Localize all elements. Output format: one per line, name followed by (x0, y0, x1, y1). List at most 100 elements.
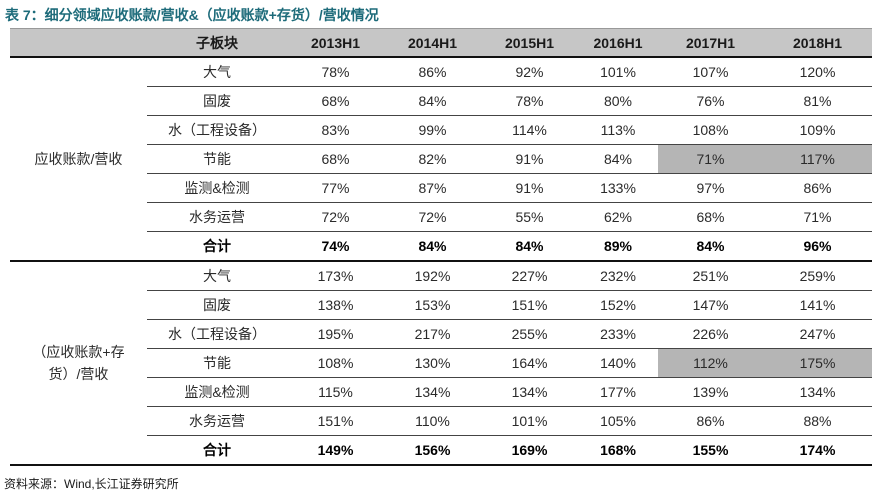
value-cell: 114% (481, 115, 578, 145)
value-cell: 140% (578, 348, 658, 378)
value-cell: 169% (481, 435, 578, 466)
value-cell: 82% (384, 144, 481, 174)
value-cell: 177% (578, 377, 658, 407)
sub-sector-label: 节能 (147, 144, 287, 174)
table-title: 表 7：细分领域应收账款/营收&（应收账款+存货）/营收情况 (5, 7, 379, 23)
value-cell: 217% (384, 319, 481, 349)
value-cell: 152% (578, 290, 658, 320)
sub-sector-label: 水（工程设备） (147, 115, 287, 145)
sub-sector-label: 水务运营 (147, 202, 287, 232)
header-period-2013H1: 2013H1 (287, 28, 384, 58)
value-cell: 84% (384, 231, 481, 262)
value-cell: 255% (481, 319, 578, 349)
value-cell: 153% (384, 290, 481, 320)
header-period-2015H1: 2015H1 (481, 28, 578, 58)
value-cell: 86% (763, 173, 872, 203)
value-cell: 155% (658, 435, 763, 466)
value-cell: 55% (481, 202, 578, 232)
table-row: 应收账款/营收 大气 78% 86% 92% 101% 107% 120% (10, 57, 872, 262)
value-cell: 133% (578, 173, 658, 203)
value-cell: 130% (384, 348, 481, 378)
header-period-2018H1: 2018H1 (763, 28, 872, 58)
value-cell: 62% (578, 202, 658, 232)
header-empty-cell (10, 28, 147, 58)
table-row: 水（工程设备） 195% 217% 255% 233% 226% 247% (10, 319, 872, 349)
header-period-2014H1: 2014H1 (384, 28, 481, 58)
value-cell: 141% (763, 290, 872, 320)
value-cell: 227% (481, 261, 578, 291)
value-cell: 68% (287, 144, 384, 174)
value-cell: 156% (384, 435, 481, 466)
sub-sector-label: 合计 (147, 231, 287, 262)
receivables-revenue-table: 子板块 2013H1 2014H1 2015H1 2016H1 2017H1 2… (10, 28, 872, 466)
value-cell: 99% (384, 115, 481, 145)
table-row: 水务运营 151% 110% 101% 105% 86% 88% (10, 406, 872, 436)
table-row: 节能 108% 130% 164% 140% 112% 175% (10, 348, 872, 378)
value-cell: 68% (287, 86, 384, 116)
value-cell: 74% (287, 231, 384, 262)
value-cell: 175% (763, 348, 872, 378)
value-cell: 108% (287, 348, 384, 378)
value-cell: 134% (384, 377, 481, 407)
header-period-2017H1: 2017H1 (658, 28, 763, 58)
value-cell: 72% (384, 202, 481, 232)
value-cell: 112% (658, 348, 763, 378)
value-cell: 78% (287, 57, 384, 87)
value-cell: 109% (763, 115, 872, 145)
table-row: （应收账款+存货）/营收 大气 173% 192% 227% 232% 251% 259% (10, 261, 872, 466)
sub-sector-label: 监测&检测 (147, 377, 287, 407)
value-cell: 151% (287, 406, 384, 436)
value-cell: 84% (658, 231, 763, 262)
value-cell: 86% (384, 57, 481, 87)
sub-sector-label: 监测&检测 (147, 173, 287, 203)
total-row: 合计 149% 156% 169% 168% 155% 174% (10, 435, 872, 466)
group-receivables-plus-inventory-over-revenue: （应收账款+存货）/营收 大气 173% 192% 227% 232% 251% 259% 固废… (10, 261, 872, 466)
value-cell: 108% (658, 115, 763, 145)
value-cell: 86% (658, 406, 763, 436)
source-note: 资料来源：Wind,长江证券研究所 (4, 477, 179, 491)
value-cell: 134% (481, 377, 578, 407)
table-row: 固废 138% 153% 151% 152% 147% 141% (10, 290, 872, 320)
value-cell: 87% (384, 173, 481, 203)
sub-sector-label: 水（工程设备） (147, 319, 287, 349)
group-label: 应收账款/营收 (10, 57, 147, 262)
value-cell: 97% (658, 173, 763, 203)
group-receivables-over-revenue: 应收账款/营收 大气 78% 86% 92% 101% 107% 120% 固废 68% 84% 78… (10, 57, 872, 262)
value-cell: 71% (763, 202, 872, 232)
value-cell: 173% (287, 261, 384, 291)
value-cell: 80% (578, 86, 658, 116)
value-cell: 232% (578, 261, 658, 291)
value-cell: 195% (287, 319, 384, 349)
value-cell: 91% (481, 173, 578, 203)
value-cell: 92% (481, 57, 578, 87)
value-cell: 247% (763, 319, 872, 349)
value-cell: 113% (578, 115, 658, 145)
value-cell: 147% (658, 290, 763, 320)
value-cell: 151% (481, 290, 578, 320)
value-cell: 89% (578, 231, 658, 262)
value-cell: 68% (658, 202, 763, 232)
table-row: 水务运营 72% 72% 55% 62% 68% 71% (10, 202, 872, 232)
header-sub-sector: 子板块 (147, 28, 287, 58)
value-cell: 192% (384, 261, 481, 291)
value-cell: 110% (384, 406, 481, 436)
value-cell: 71% (658, 144, 763, 174)
value-cell: 164% (481, 348, 578, 378)
value-cell: 84% (481, 231, 578, 262)
value-cell: 251% (658, 261, 763, 291)
value-cell: 226% (658, 319, 763, 349)
value-cell: 96% (763, 231, 872, 262)
group-label: （应收账款+存货）/营收 (10, 261, 147, 466)
value-cell: 117% (763, 144, 872, 174)
sub-sector-label: 节能 (147, 348, 287, 378)
sub-sector-label: 大气 (147, 261, 287, 291)
value-cell: 168% (578, 435, 658, 466)
value-cell: 84% (384, 86, 481, 116)
table-row: 监测&检测 77% 87% 91% 133% 97% 86% (10, 173, 872, 203)
value-cell: 101% (481, 406, 578, 436)
value-cell: 233% (578, 319, 658, 349)
value-cell: 107% (658, 57, 763, 87)
value-cell: 76% (658, 86, 763, 116)
value-cell: 259% (763, 261, 872, 291)
